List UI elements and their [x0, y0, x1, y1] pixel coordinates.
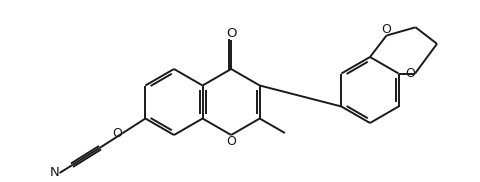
Text: N: N — [50, 167, 60, 179]
Text: O: O — [404, 67, 414, 80]
Text: O: O — [226, 27, 236, 40]
Text: O: O — [112, 127, 122, 140]
Text: O: O — [226, 135, 236, 148]
Text: O: O — [381, 23, 391, 35]
